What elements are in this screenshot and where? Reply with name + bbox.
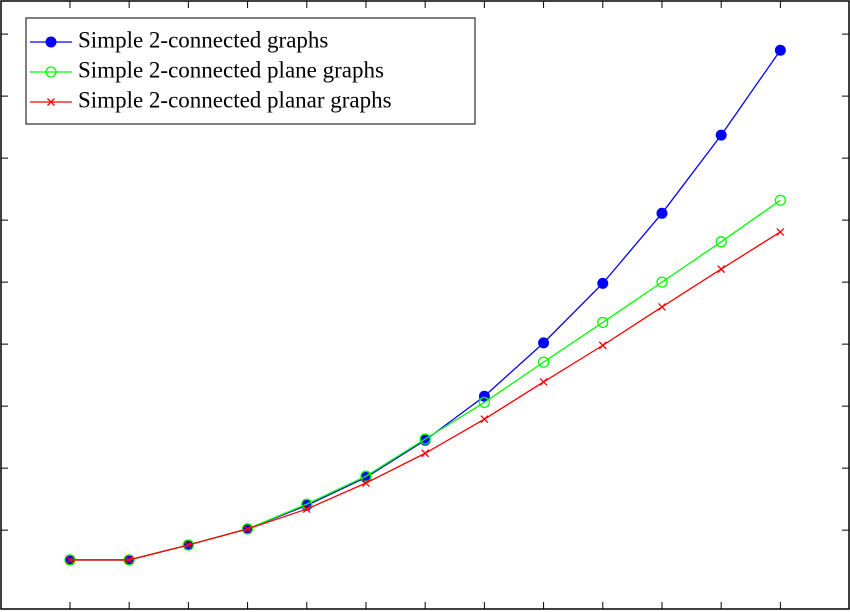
legend-label: Simple 2-connected plane graphs (78, 57, 384, 82)
point (597, 277, 609, 289)
point (360, 470, 372, 482)
point (182, 539, 195, 551)
point (658, 302, 666, 311)
point (656, 207, 668, 219)
point (776, 227, 785, 236)
legend-marker (45, 66, 57, 78)
point (539, 377, 548, 386)
point (184, 541, 193, 549)
point (66, 555, 74, 564)
point (715, 129, 727, 141)
legend-label: Simple 2-connected graphs (78, 27, 328, 52)
point (774, 44, 786, 56)
point (480, 415, 489, 424)
point (419, 433, 431, 445)
point (598, 341, 607, 350)
point (241, 523, 254, 535)
legend-label: Simple 2-connected planar graphs (78, 87, 392, 112)
point (774, 194, 787, 206)
point (656, 276, 668, 288)
legend-box (25, 17, 476, 125)
point (302, 505, 311, 514)
point (362, 479, 370, 487)
point (478, 396, 491, 409)
point (717, 265, 726, 274)
point (538, 337, 550, 349)
point (421, 449, 430, 458)
point (125, 555, 134, 564)
legend-marker (45, 36, 57, 48)
point (715, 236, 727, 248)
point (537, 356, 550, 368)
point (597, 316, 609, 329)
legend-marker (47, 98, 55, 106)
point (243, 524, 252, 533)
